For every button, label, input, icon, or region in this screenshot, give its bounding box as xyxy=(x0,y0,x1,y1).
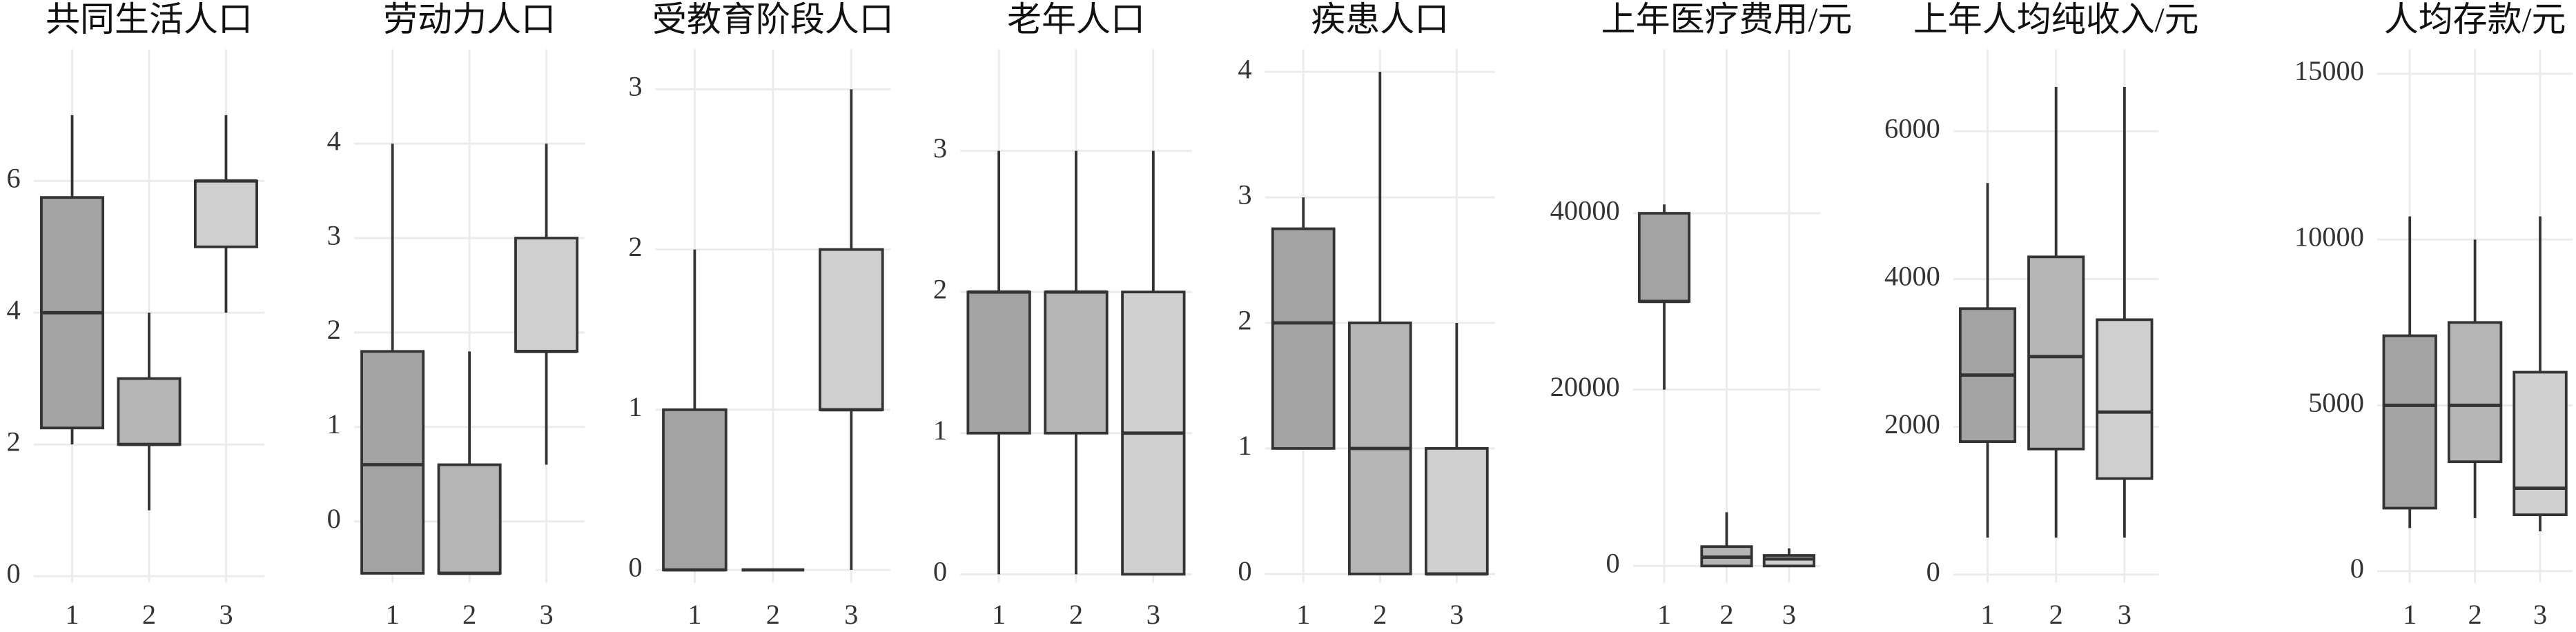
y-tick-label: 4 xyxy=(327,126,341,157)
y-tick-label: 0 xyxy=(2350,553,2364,584)
box xyxy=(2096,318,2154,480)
panel-title: 老年人口 xyxy=(1007,0,1145,39)
panel-title: 人均存款/元 xyxy=(2384,0,2566,39)
y-tick-label: 2 xyxy=(1238,304,1251,335)
box xyxy=(1762,554,1816,568)
y-tick-label: 3 xyxy=(1238,179,1251,210)
y-tick-label: 2 xyxy=(933,274,947,305)
x-tick-label: 3 xyxy=(2118,599,2131,630)
box xyxy=(117,377,182,446)
x-tick-label: 2 xyxy=(766,599,780,630)
y-tick-label: 3 xyxy=(933,132,947,164)
x-tick-label: 2 xyxy=(1069,599,1083,630)
x-tick-label: 3 xyxy=(1782,599,1796,630)
y-tick-label: 0 xyxy=(7,557,21,589)
y-tick-label: 4000 xyxy=(1884,261,1940,292)
x-tick-label: 1 xyxy=(2403,599,2417,630)
y-tick-label: 0 xyxy=(1926,556,1940,587)
box xyxy=(1271,227,1336,450)
y-tick-label: 1 xyxy=(933,415,947,446)
y-tick-label: 15000 xyxy=(2294,55,2364,86)
box xyxy=(360,350,425,575)
y-tick-label: 2 xyxy=(628,231,642,262)
box xyxy=(437,463,502,575)
x-tick-label: 1 xyxy=(992,599,1006,630)
y-tick-label: 6000 xyxy=(1884,113,1940,144)
panel-title: 疾患人口 xyxy=(1311,0,1449,39)
y-tick-label: 2 xyxy=(327,314,341,345)
box xyxy=(1637,212,1691,303)
x-tick-label: 1 xyxy=(1980,599,1994,630)
y-tick-label: 1 xyxy=(327,408,341,440)
x-tick-label: 3 xyxy=(2533,599,2547,630)
y-tick-label: 4 xyxy=(1238,53,1251,84)
x-tick-label: 3 xyxy=(539,599,553,630)
y-tick-label: 0 xyxy=(933,556,947,587)
box xyxy=(193,179,258,248)
box xyxy=(514,237,579,353)
y-tick-label: 0 xyxy=(628,551,642,582)
panel-title: 共同生活人口 xyxy=(46,0,253,39)
panel-title: 上年医疗费用/元 xyxy=(1601,0,1853,39)
x-tick-label: 2 xyxy=(142,599,156,630)
y-tick-label: 0 xyxy=(1606,548,1620,579)
panel-title: 受教育阶段人口 xyxy=(652,0,894,39)
x-tick-label: 1 xyxy=(65,599,79,630)
y-tick-label: 40000 xyxy=(1550,195,1620,226)
panel-title: 上年人均纯收入/元 xyxy=(1913,0,2199,39)
y-tick-label: 10000 xyxy=(2294,221,2364,253)
y-tick-label: 2 xyxy=(7,426,21,457)
box xyxy=(1425,447,1489,575)
y-tick-label: 0 xyxy=(1238,555,1251,586)
x-tick-label: 1 xyxy=(1657,599,1671,630)
x-tick-label: 2 xyxy=(1373,599,1387,630)
x-tick-label: 1 xyxy=(386,599,400,630)
x-tick-label: 2 xyxy=(462,599,476,630)
x-tick-label: 3 xyxy=(219,599,233,630)
panel-title: 劳动力人口 xyxy=(383,0,556,39)
box xyxy=(2512,371,2568,517)
box xyxy=(2027,255,2085,451)
y-tick-label: 3 xyxy=(628,71,642,102)
box xyxy=(662,408,728,571)
x-tick-label: 1 xyxy=(1296,599,1310,630)
box xyxy=(819,248,884,411)
y-tick-label: 1 xyxy=(1238,430,1251,461)
y-tick-label: 4 xyxy=(7,295,21,326)
box xyxy=(966,290,1031,435)
box xyxy=(2447,321,2503,464)
y-tick-label: 5000 xyxy=(2308,387,2364,418)
y-tick-label: 2000 xyxy=(1884,408,1940,440)
y-tick-label: 3 xyxy=(327,219,341,250)
x-tick-label: 3 xyxy=(1450,599,1463,630)
x-tick-label: 2 xyxy=(1719,599,1733,630)
y-tick-label: 1 xyxy=(628,391,642,422)
y-tick-label: 6 xyxy=(7,163,21,194)
x-tick-label: 1 xyxy=(687,599,701,630)
y-tick-label: 0 xyxy=(327,503,341,534)
y-tick-label: 20000 xyxy=(1550,371,1620,402)
x-tick-label: 3 xyxy=(844,599,858,630)
x-tick-label: 3 xyxy=(1146,599,1160,630)
x-tick-label: 2 xyxy=(2049,599,2063,630)
box xyxy=(1044,290,1109,435)
x-tick-label: 2 xyxy=(2468,599,2482,630)
box xyxy=(2382,334,2437,510)
